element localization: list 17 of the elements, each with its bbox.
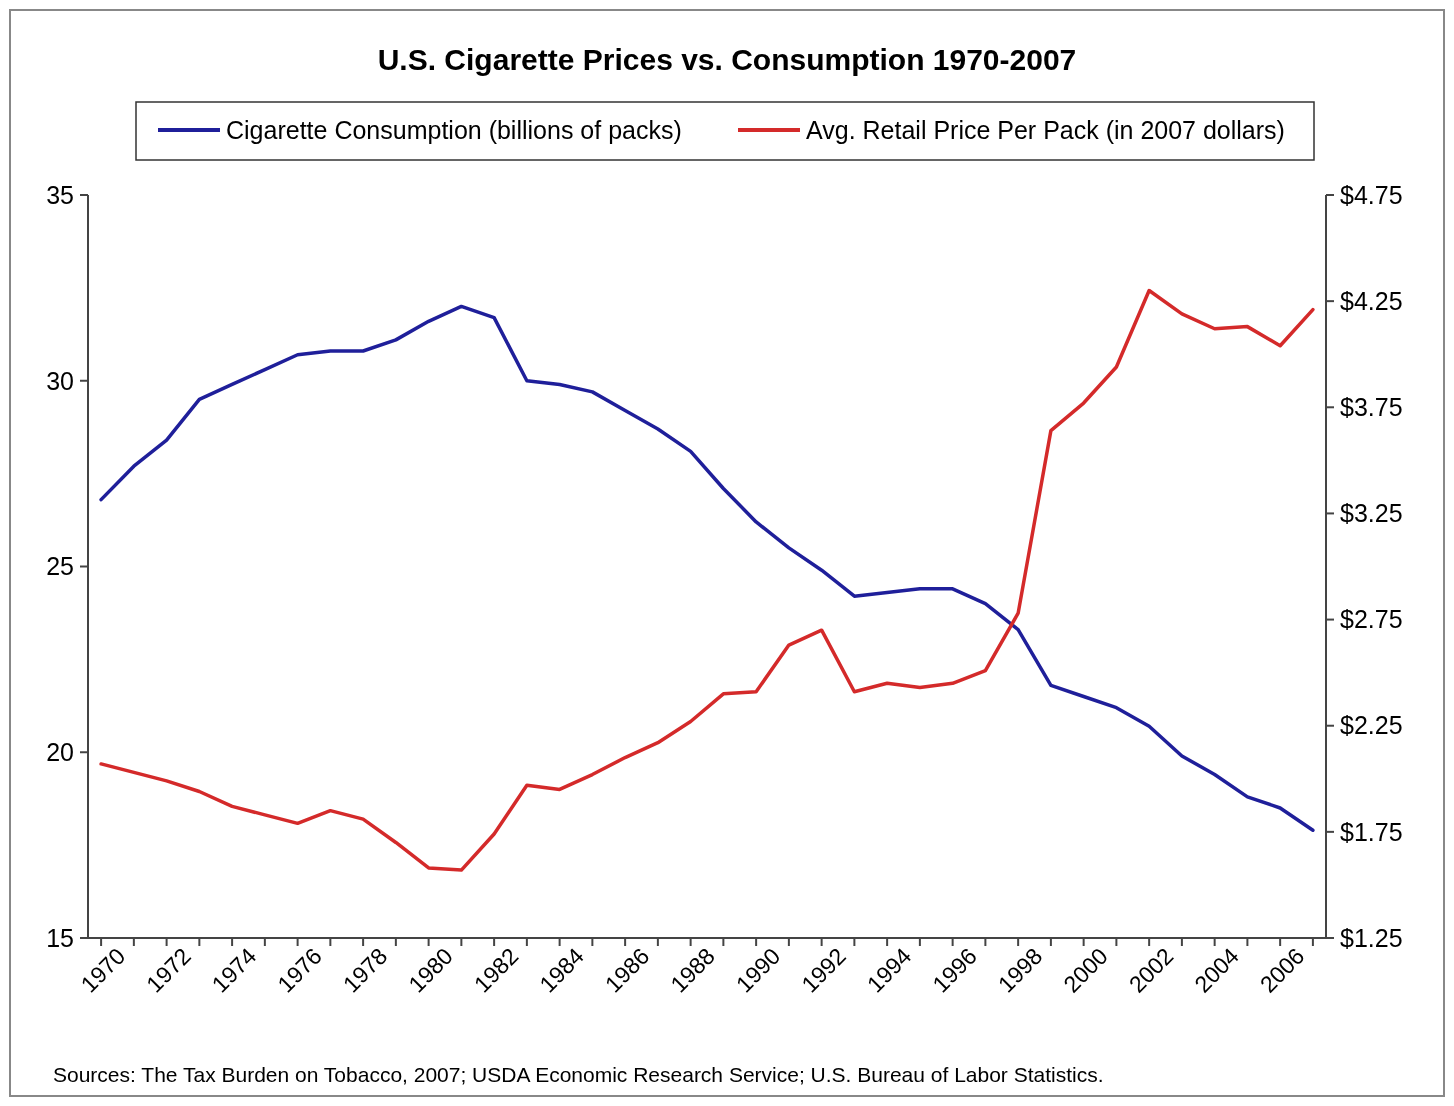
y2-tick-label: $4.25: [1340, 286, 1403, 315]
y2-tick-label: $2.25: [1340, 711, 1403, 740]
y-tick-label: 25: [46, 552, 74, 581]
y2-tick-label: $3.75: [1340, 393, 1403, 422]
y2-tick-label: $3.25: [1340, 499, 1403, 528]
legend-label: Avg. Retail Price Per Pack (in 2007 dollars): [806, 116, 1285, 144]
y2-tick-label: $2.75: [1340, 605, 1403, 634]
y2-tick-label: $4.75: [1340, 180, 1403, 209]
y2-tick-label: $1.25: [1340, 923, 1403, 952]
chart-title: U.S. Cigarette Prices vs. Consumption 1970-2007: [377, 43, 1077, 76]
y-tick-label: 30: [46, 366, 74, 395]
y-tick-label: 35: [46, 180, 74, 209]
y2-tick-label: $1.75: [1340, 817, 1403, 846]
y-tick-label: 15: [46, 923, 74, 952]
source-note: Sources: The Tax Burden on Tobacco, 2007; USDA Economic Research Service; U.S. Bureau of Labor Statistics.: [53, 1063, 1104, 1086]
y-tick-label: 20: [46, 738, 74, 766]
legend-label: Cigarette Consumption (billions of packs): [226, 116, 682, 144]
